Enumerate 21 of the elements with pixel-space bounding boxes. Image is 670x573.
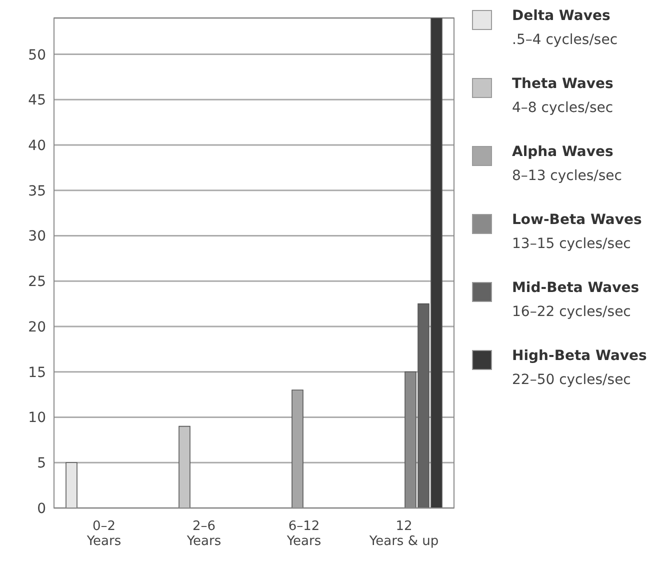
y-tick-label: 15 bbox=[28, 364, 46, 381]
x-tick-label: 0–2 Years bbox=[86, 519, 122, 549]
y-tick-label: 20 bbox=[28, 319, 46, 336]
y-tick-label: 25 bbox=[28, 274, 46, 290]
legend-label: Mid-Beta Waves 16–22 cycles/sec bbox=[512, 280, 640, 320]
y-tick-label: 35 bbox=[28, 183, 46, 200]
legend-label: Alpha Waves 8–13 cycles/sec bbox=[512, 144, 622, 184]
y-tick-label: 50 bbox=[28, 47, 46, 64]
legend-label: Theta Waves 4–8 cycles/sec bbox=[512, 76, 614, 116]
y-tick-label: 30 bbox=[28, 228, 46, 245]
legend-label: Low-Beta Waves 13–15 cycles/sec bbox=[512, 212, 642, 252]
y-tick-label: 10 bbox=[28, 410, 46, 426]
y-tick-label: 0 bbox=[37, 500, 46, 517]
y-tick-label: 40 bbox=[28, 138, 46, 154]
legend-label: Delta Waves .5–4 cycles/sec bbox=[512, 8, 618, 48]
x-tick-label: 6–12 Years bbox=[286, 519, 322, 549]
y-tick-label: 5 bbox=[37, 456, 46, 472]
x-tick-label: 12 Years & up bbox=[368, 519, 439, 549]
legend-label: High-Beta Waves 22–50 cycles/sec bbox=[512, 348, 647, 388]
x-tick-label: 2–6 Years bbox=[186, 519, 222, 549]
y-tick-label: 45 bbox=[28, 92, 46, 109]
